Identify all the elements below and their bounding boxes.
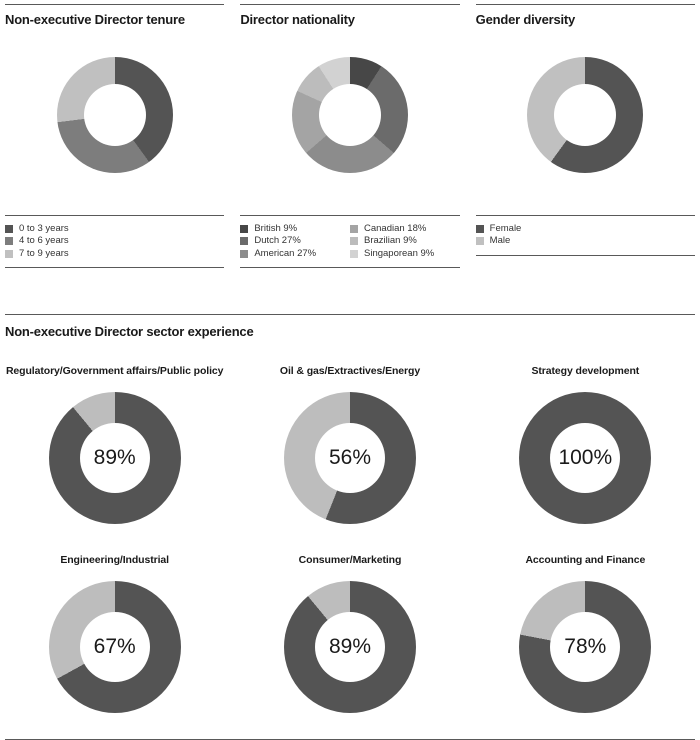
legend-item: Male xyxy=(475,235,695,246)
legend-swatch xyxy=(350,249,358,258)
sector-chart-title: Accounting and Finance xyxy=(525,554,646,566)
legend-swatch xyxy=(240,224,249,233)
legend-label: Female xyxy=(489,222,522,234)
sector-chart-title: Consumer/Marketing xyxy=(298,554,402,566)
legend-item: Singaporean 9% xyxy=(350,247,460,259)
legend-label: American 27% xyxy=(254,247,317,259)
sector-chart-title: Engineering/Industrial xyxy=(60,554,169,566)
legend-item: 0 to 3 years xyxy=(5,222,224,234)
sector-chart-title: Regulatory/Government affairs/Public pol… xyxy=(5,365,224,377)
nationality-panel-title: Director nationality xyxy=(240,12,355,27)
legend-swatch xyxy=(5,249,13,258)
legend-swatch xyxy=(5,237,13,245)
nationality-legend-col-left: British 9% Dutch 27% American 27% xyxy=(240,221,350,261)
legend-label: Dutch 27% xyxy=(254,235,301,246)
legend-label: Canadian 18% xyxy=(364,222,427,234)
nationality-panel: Director nationality British 9% D xyxy=(240,4,460,268)
oil-gas-donut-chart: 56% xyxy=(283,392,416,524)
legend-item: 4 to 6 years xyxy=(5,236,224,246)
nationality-legend-col-right: Canadian 18% Brazilian 9% Singaporean 9% xyxy=(350,221,460,261)
sector-charts-grid: Regulatory/Government affairs/Public pol… xyxy=(5,365,695,713)
legend-swatch xyxy=(5,224,13,233)
tenure-panel-title: Non-executive Director tenure xyxy=(5,12,185,27)
legend-label: 7 to 9 years xyxy=(19,247,69,259)
legend-label: Singaporean 9% xyxy=(364,247,435,259)
sector-chart-accounting: Accounting and Finance 78% xyxy=(476,554,695,713)
legend-item: American 27% xyxy=(240,247,350,259)
sector-chart-title: Strategy development xyxy=(531,365,640,377)
legend-swatch xyxy=(240,237,249,245)
legend-item: Dutch 27% xyxy=(240,236,350,246)
accounting-donut-chart: 78% xyxy=(519,581,652,713)
gender-legend: Female Male xyxy=(475,215,695,256)
sector-chart-oil-gas: Oil & gas/Extractives/Energy 56% xyxy=(240,365,459,524)
nationality-donut-chart xyxy=(291,57,408,173)
legend-item: Brazilian 9% xyxy=(350,236,460,246)
legend-label: 0 to 3 years xyxy=(19,222,69,234)
gender-donut-chart xyxy=(527,57,644,173)
donut-center-label: 56% xyxy=(314,423,385,493)
sector-chart-regulatory: Regulatory/Government affairs/Public pol… xyxy=(5,365,224,524)
engineering-donut-chart: 67% xyxy=(48,581,181,713)
nationality-chart-area xyxy=(240,57,459,173)
tenure-donut-hole xyxy=(83,84,146,146)
legend-item: 7 to 9 years xyxy=(5,247,224,259)
legend-item: Female xyxy=(475,222,695,234)
sector-section-title: Non-executive Director sector experience xyxy=(5,324,254,339)
gender-panel: Gender diversity Female Male xyxy=(475,4,695,268)
sector-experience-section: Non-executive Director sector experience… xyxy=(5,314,695,740)
sector-chart-consumer: Consumer/Marketing 89% xyxy=(240,554,459,713)
consumer-donut-chart: 89% xyxy=(283,581,416,713)
regulatory-donut-chart: 89% xyxy=(48,392,181,524)
legend-item: Canadian 18% xyxy=(350,222,460,234)
legend-label: Male xyxy=(489,235,511,246)
legend-label: British 9% xyxy=(254,222,298,234)
legend-swatch xyxy=(240,249,249,258)
gender-donut-hole xyxy=(554,84,617,146)
sector-chart-title: Oil & gas/Extractives/Energy xyxy=(279,365,421,377)
gender-panel-title: Gender diversity xyxy=(475,12,576,27)
top-charts-row: Non-executive Director tenure 0 to 3 yea… xyxy=(5,4,695,268)
nationality-legend: British 9% Dutch 27% American 27% xyxy=(240,215,460,268)
donut-center-label: 89% xyxy=(314,612,385,682)
legend-item: British 9% xyxy=(240,222,350,234)
tenure-legend: 0 to 3 years 4 to 6 years 7 to 9 years xyxy=(5,215,225,268)
donut-center-label: 100% xyxy=(550,423,621,493)
donut-center-label: 89% xyxy=(79,423,150,493)
tenure-panel: Non-executive Director tenure 0 to 3 yea… xyxy=(5,4,225,268)
tenure-donut-chart xyxy=(56,57,173,173)
legend-label: Brazilian 9% xyxy=(364,235,417,246)
strategy-donut-chart: 100% xyxy=(519,392,652,524)
tenure-chart-area xyxy=(5,57,224,173)
sector-chart-engineering: Engineering/Industrial 67% xyxy=(5,554,224,713)
gender-chart-area xyxy=(476,57,695,173)
nationality-donut-hole xyxy=(318,84,381,146)
legend-swatch xyxy=(475,237,484,245)
legend-swatch xyxy=(350,224,358,233)
legend-swatch xyxy=(475,224,484,233)
sector-chart-strategy: Strategy development 100% xyxy=(476,365,695,524)
legend-swatch xyxy=(350,237,358,245)
donut-center-label: 78% xyxy=(550,612,621,682)
nationality-legend-columns: British 9% Dutch 27% American 27% xyxy=(240,221,459,261)
legend-label: 4 to 6 years xyxy=(19,235,69,246)
donut-center-label: 67% xyxy=(79,612,150,682)
